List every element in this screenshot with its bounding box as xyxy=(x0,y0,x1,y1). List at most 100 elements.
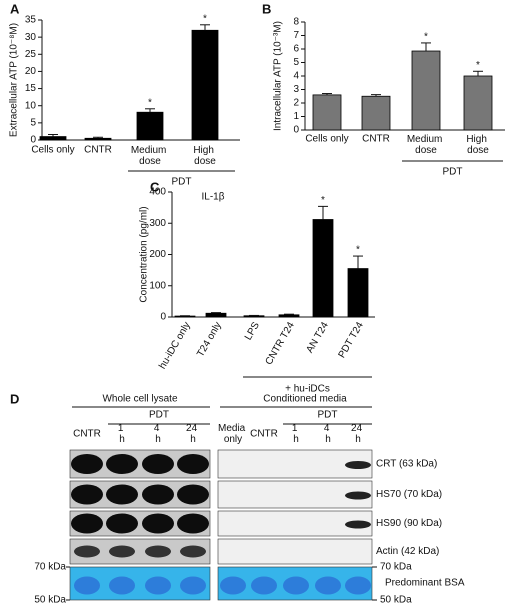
blot-band xyxy=(345,576,371,595)
significance-mark: * xyxy=(203,13,207,24)
y-tick-label: 3 xyxy=(293,84,299,95)
section-title: Whole cell lysate xyxy=(102,394,177,405)
blot-band xyxy=(142,513,174,534)
y-tick-label: 300 xyxy=(149,218,166,229)
blot-band xyxy=(74,545,100,558)
y-tick-label: 8 xyxy=(293,17,299,28)
blot-band xyxy=(180,576,206,595)
bar xyxy=(411,50,441,131)
blot-band xyxy=(251,576,277,595)
group-label: + hu-iDCs xyxy=(285,384,330,395)
bar xyxy=(312,94,342,131)
blot-band xyxy=(345,461,371,469)
blot-band xyxy=(109,576,135,595)
panel-label: B xyxy=(262,1,271,16)
y-axis-label: Intracellular ATP (10⁻³M) xyxy=(273,21,284,131)
blot-band xyxy=(106,484,138,505)
bar xyxy=(312,219,334,318)
bar xyxy=(278,314,300,318)
row-label: CRT (63 kDa) xyxy=(376,459,437,470)
bar xyxy=(347,268,369,318)
blot-band xyxy=(145,545,171,558)
blot-band xyxy=(145,576,171,595)
y-tick-label: 15 xyxy=(25,83,37,94)
row-label: Actin (42 kDa) xyxy=(376,546,439,557)
lane-label: 4 h xyxy=(154,423,162,445)
bar xyxy=(84,137,112,141)
significance-mark: * xyxy=(424,32,428,43)
blot-band xyxy=(106,513,138,534)
significance-mark: * xyxy=(148,97,152,108)
x-tick-label: Medium dose xyxy=(407,134,445,156)
section-title: Conditioned media xyxy=(263,394,347,405)
y-tick-label: 2 xyxy=(293,98,299,109)
blot-band xyxy=(180,545,206,558)
panel-label: A xyxy=(10,1,20,16)
y-tick-label: 0 xyxy=(30,135,36,146)
x-tick-label: High dose xyxy=(193,145,216,167)
significance-mark: * xyxy=(476,60,480,71)
y-tick-label: 0 xyxy=(293,125,299,136)
blot-band xyxy=(315,576,341,595)
bar xyxy=(191,29,219,141)
y-tick-label: 100 xyxy=(149,280,166,291)
marker-label: 50 kDa xyxy=(34,595,66,606)
bar xyxy=(136,111,164,141)
blot-band xyxy=(177,484,209,505)
blot-band xyxy=(177,454,209,474)
x-tick-label: Cells only xyxy=(305,134,348,145)
x-tick-label: PDT T24 xyxy=(337,320,367,360)
y-tick-label: 5 xyxy=(30,117,36,128)
row-label: HS90 (90 kDa) xyxy=(376,518,442,529)
lane-label: 4 h xyxy=(324,423,332,445)
x-tick-label: CNTR T24 xyxy=(264,320,298,367)
x-tick-label: High dose xyxy=(466,134,489,156)
bar xyxy=(39,136,67,141)
x-tick-label: AN T24 xyxy=(304,320,331,355)
x-tick-label: LPS xyxy=(243,320,262,342)
group-label: PDT xyxy=(149,410,169,421)
blot-band xyxy=(142,454,174,474)
group-label: PDT xyxy=(443,167,463,178)
x-tick-label: CNTR xyxy=(84,145,112,156)
y-tick-label: 400 xyxy=(149,187,166,198)
blot-band xyxy=(345,491,371,500)
blot-band xyxy=(106,454,138,474)
lane-label: 1 h xyxy=(118,423,126,445)
bar xyxy=(205,312,227,318)
y-tick-label: 30 xyxy=(25,32,37,43)
x-tick-label: CNTR xyxy=(362,134,390,145)
bar xyxy=(361,95,391,131)
y-tick-label: 4 xyxy=(293,71,299,82)
y-tick-label: 25 xyxy=(25,49,37,60)
blot-band xyxy=(220,576,246,595)
blot-band xyxy=(109,545,135,558)
lane-label: 1 h xyxy=(292,423,300,445)
y-tick-label: 200 xyxy=(149,249,166,260)
blot-band xyxy=(345,520,371,529)
panel-label: C xyxy=(150,179,160,194)
y-tick-label: 7 xyxy=(293,30,299,41)
lane-label: 24 h xyxy=(186,423,200,445)
blot-band xyxy=(71,513,103,534)
y-tick-label: 0 xyxy=(160,312,166,323)
y-tick-label: 5 xyxy=(293,57,299,68)
chart-title: IL-1β xyxy=(202,192,225,203)
row-label: HS70 (70 kDa) xyxy=(376,489,442,500)
blot-band xyxy=(71,454,103,474)
lane-label: Media only xyxy=(218,423,248,445)
marker-label: 70 kDa xyxy=(380,562,412,573)
x-tick-label: hu-iDC only xyxy=(157,320,193,371)
blot-band xyxy=(177,513,209,534)
x-tick-label: T24 only xyxy=(195,320,224,359)
y-axis-label: Concentration (pg/ml) xyxy=(139,206,150,302)
marker-label: 70 kDa xyxy=(34,562,66,573)
blot-strip xyxy=(217,538,373,565)
y-tick-label: 6 xyxy=(293,44,299,55)
lane-label: CNTR xyxy=(250,429,278,440)
significance-mark: * xyxy=(321,195,325,206)
x-tick-label: Medium dose xyxy=(131,145,169,167)
row-label: Predominant BSA xyxy=(385,578,465,589)
group-label: PDT xyxy=(172,177,192,188)
